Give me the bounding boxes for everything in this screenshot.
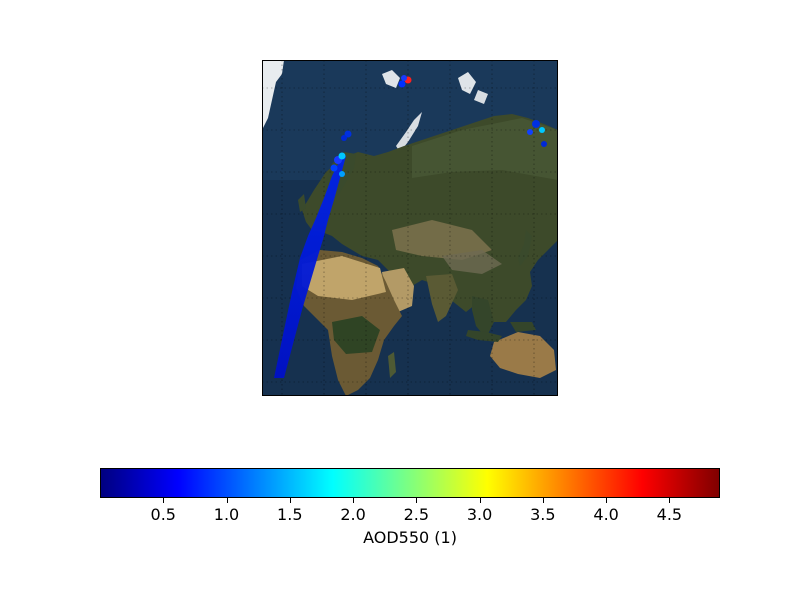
colorbar-tick-label: 1.5 (277, 505, 302, 524)
aod-point (539, 127, 545, 133)
aod-point (399, 81, 406, 88)
colorbar-ticks: 0.5 1.0 1.5 2.0 2.5 3.0 3.5 4.0 4.5 (100, 498, 720, 528)
colorbar-tick-label: 4.5 (657, 505, 682, 524)
aod-point (339, 171, 345, 177)
colorbar-tick-label: 1.0 (214, 505, 239, 524)
map-panel (262, 60, 558, 396)
aod-point (331, 165, 338, 172)
aod-point (341, 135, 347, 141)
aod-point (527, 129, 533, 135)
colorbar-tick-label: 2.5 (404, 505, 429, 524)
colorbar-label: AOD550 (1) (100, 528, 720, 547)
aod-point (541, 141, 547, 147)
colorbar-tick-label: 0.5 (151, 505, 176, 524)
satellite-map (262, 60, 558, 396)
colorbar-tick-mark (353, 498, 354, 503)
aod-point (401, 75, 407, 81)
colorbar-tick-label: 2.0 (340, 505, 365, 524)
colorbar (100, 468, 720, 498)
colorbar-tick-mark (480, 498, 481, 503)
colorbar-gradient (100, 468, 720, 498)
colorbar-tick-mark (543, 498, 544, 503)
colorbar-tick-mark (416, 498, 417, 503)
colorbar-tick-mark (163, 498, 164, 503)
colorbar-tick-label: 3.5 (530, 505, 555, 524)
colorbar-tick-mark (290, 498, 291, 503)
colorbar-rect (101, 469, 720, 498)
aod-point (532, 120, 540, 128)
colorbar-tick-label: 4.0 (593, 505, 618, 524)
colorbar-tick-label: 3.0 (467, 505, 492, 524)
colorbar-tick-mark (227, 498, 228, 503)
aod-point (339, 153, 346, 160)
colorbar-tick-mark (669, 498, 670, 503)
colorbar-tick-mark (606, 498, 607, 503)
